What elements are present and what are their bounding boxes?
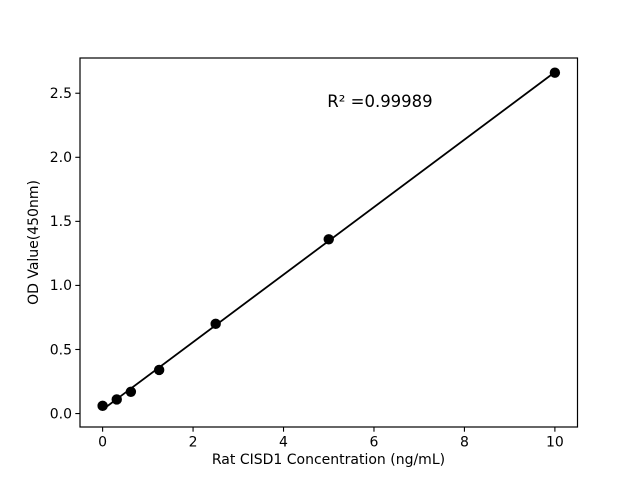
data-point xyxy=(210,318,221,330)
x-tick-label: 6 xyxy=(370,435,379,451)
y-tick-label: 0.5 xyxy=(50,342,72,358)
x-tick-label: 10 xyxy=(546,435,564,451)
x-tick-label: 0 xyxy=(98,435,107,451)
data-point xyxy=(97,400,108,412)
plot-frame xyxy=(79,57,579,428)
data-point xyxy=(549,67,561,78)
data-point xyxy=(111,394,122,405)
x-tick-label: 8 xyxy=(460,435,469,451)
data-point xyxy=(153,364,165,376)
y-tick-label: 2.5 xyxy=(50,86,72,102)
y-tick-label: 1.0 xyxy=(50,278,72,294)
y-tick-label: 2.0 xyxy=(50,150,72,166)
y-tick-label: 0.0 xyxy=(50,406,72,422)
x-tick-label: 4 xyxy=(279,435,288,451)
data-series xyxy=(97,67,561,412)
r-squared-annotation: R² =0.99989 xyxy=(327,92,432,111)
x-tick-label: 2 xyxy=(189,435,198,451)
x-axis-label: Rat CISD1 Concentration (ng/mL) xyxy=(212,452,445,468)
data-point xyxy=(323,234,334,245)
data-point xyxy=(125,386,137,397)
axis-ticks: 0 2 4 6 8 10 0.0 0.5 1.0 1.5 2.0 2.5 xyxy=(50,86,564,450)
y-tick-label: 1.5 xyxy=(50,214,72,230)
y-axis-label: OD Value(450nm) xyxy=(26,180,42,305)
